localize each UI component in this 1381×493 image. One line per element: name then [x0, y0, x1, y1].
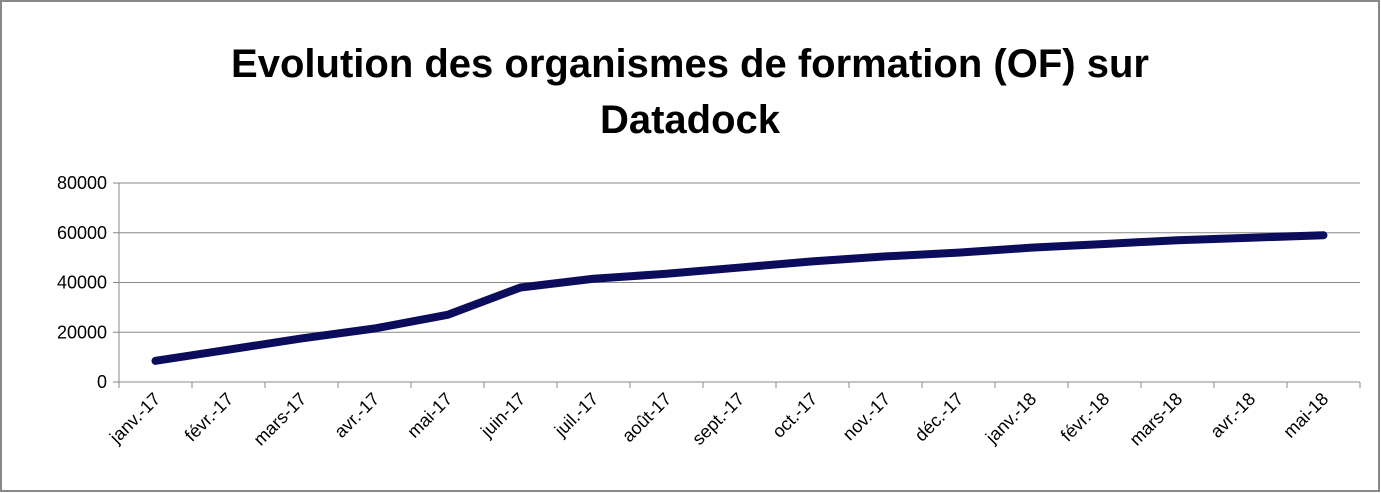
- x-tick-label: mai-17: [403, 389, 456, 442]
- x-tick-label: août-17: [618, 389, 675, 446]
- x-tick-label: mai-18: [1279, 389, 1332, 442]
- y-tick-label: 0: [97, 372, 107, 392]
- y-tick-label: 20000: [57, 322, 107, 342]
- x-tick-label: juin-17: [476, 389, 529, 442]
- x-tick-label: avr.-17: [330, 389, 383, 442]
- x-tick-label: févr.-17: [181, 389, 238, 446]
- x-tick-label: oct.-17: [768, 389, 821, 442]
- x-tick-label: nov.-17: [839, 389, 895, 445]
- y-tick-label: 60000: [57, 223, 107, 243]
- x-tick-label: sept.-17: [688, 389, 748, 449]
- y-tick-label: 80000: [57, 173, 107, 193]
- x-tick-label: mars-18: [1126, 389, 1187, 450]
- x-tick-label: juil.-17: [550, 389, 602, 441]
- x-tick-label: avr.-18: [1206, 389, 1259, 442]
- x-tick-label: janv.-17: [105, 389, 164, 448]
- y-tick-label: 40000: [57, 273, 107, 293]
- x-tick-label: déc.-17: [911, 389, 968, 446]
- line-series: [151, 231, 1328, 365]
- x-tick-label: févr.-18: [1057, 389, 1114, 446]
- x-tick-label: janv.-18: [981, 389, 1040, 448]
- x-tick-label: mars-17: [250, 389, 311, 450]
- chart-title: Evolution des organismes de formation (O…: [231, 42, 1149, 142]
